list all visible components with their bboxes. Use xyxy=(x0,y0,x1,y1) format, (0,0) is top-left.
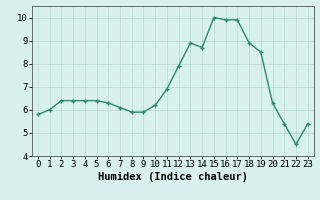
X-axis label: Humidex (Indice chaleur): Humidex (Indice chaleur) xyxy=(98,172,248,182)
